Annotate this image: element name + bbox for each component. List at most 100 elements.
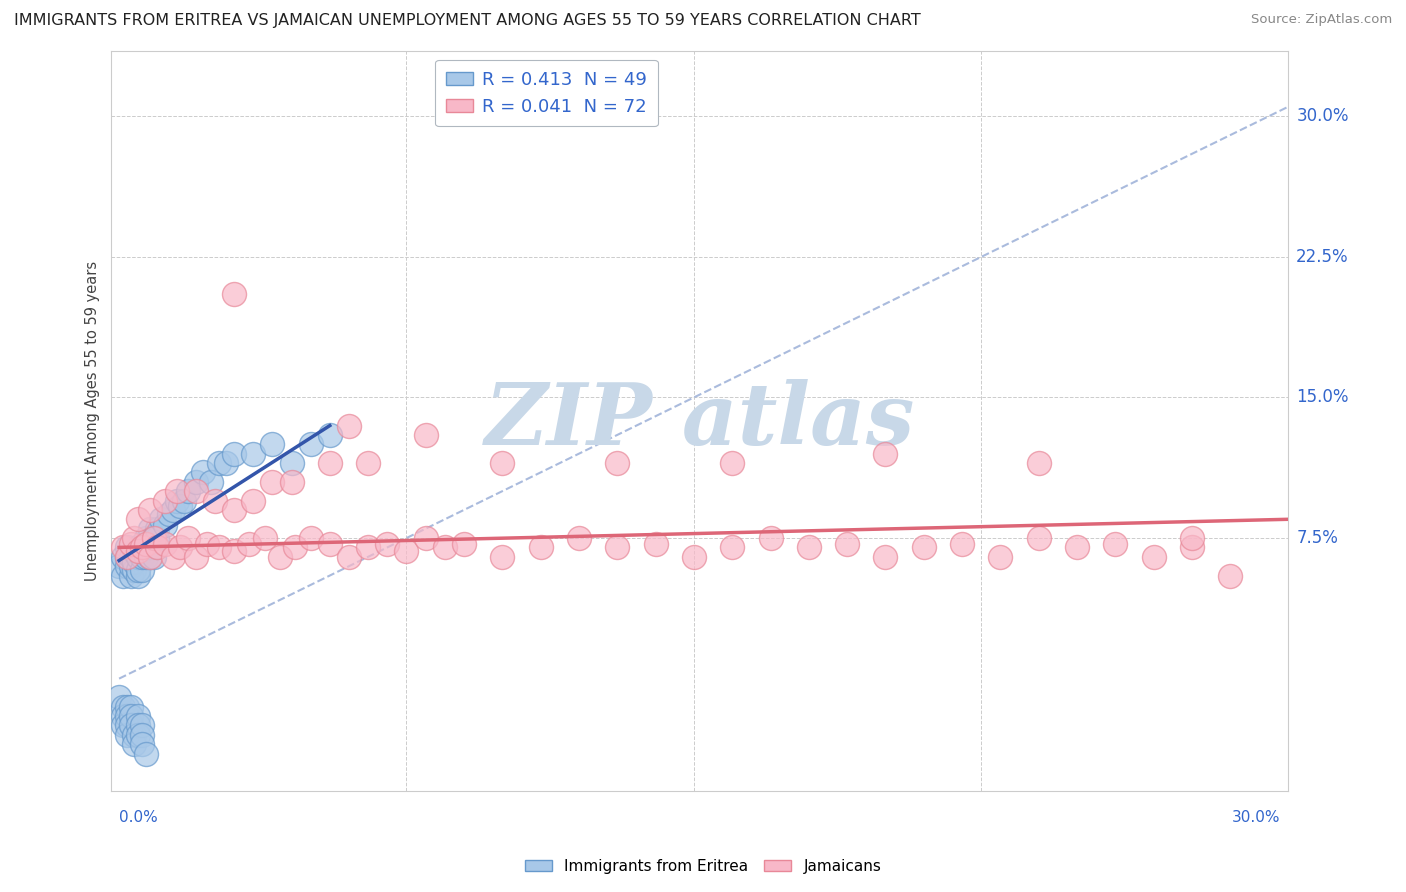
Point bbox=[337, 549, 360, 564]
Point bbox=[912, 541, 935, 555]
Point bbox=[135, 549, 157, 564]
Point bbox=[184, 475, 207, 489]
Point bbox=[1219, 568, 1241, 582]
Point bbox=[606, 541, 628, 555]
Point bbox=[319, 428, 342, 442]
Text: ZIP atlas: ZIP atlas bbox=[485, 379, 915, 463]
Point bbox=[111, 718, 134, 732]
Point bbox=[375, 536, 398, 550]
Point bbox=[169, 541, 191, 555]
Point bbox=[127, 709, 149, 723]
Point bbox=[568, 531, 591, 545]
Point bbox=[606, 456, 628, 470]
Point bbox=[208, 541, 231, 555]
Point bbox=[395, 544, 418, 558]
Point bbox=[135, 536, 157, 550]
Point bbox=[131, 563, 153, 577]
Legend: R = 0.413  N = 49, R = 0.041  N = 72: R = 0.413 N = 49, R = 0.041 N = 72 bbox=[436, 60, 658, 127]
Point bbox=[759, 531, 782, 545]
Point bbox=[146, 531, 169, 545]
Point bbox=[142, 549, 165, 564]
Point bbox=[135, 531, 157, 545]
Point bbox=[184, 549, 207, 564]
Point bbox=[111, 709, 134, 723]
Point bbox=[280, 475, 302, 489]
Point bbox=[111, 549, 134, 564]
Point bbox=[131, 737, 153, 751]
Point bbox=[131, 718, 153, 732]
Point bbox=[162, 549, 184, 564]
Point bbox=[111, 699, 134, 714]
Point bbox=[127, 541, 149, 555]
Point bbox=[115, 549, 138, 564]
Point bbox=[721, 541, 744, 555]
Point bbox=[135, 747, 157, 761]
Point bbox=[166, 484, 188, 499]
Point bbox=[357, 541, 380, 555]
Point bbox=[280, 456, 302, 470]
Point bbox=[204, 493, 226, 508]
Point bbox=[222, 287, 245, 301]
Point bbox=[120, 709, 142, 723]
Point bbox=[269, 549, 291, 564]
Point bbox=[177, 531, 200, 545]
Text: 0.0%: 0.0% bbox=[120, 810, 157, 825]
Point bbox=[108, 690, 131, 705]
Point bbox=[415, 531, 437, 545]
Point bbox=[115, 728, 138, 742]
Point bbox=[127, 549, 149, 564]
Point bbox=[193, 466, 215, 480]
Point bbox=[1143, 549, 1166, 564]
Point bbox=[131, 728, 153, 742]
Point bbox=[120, 699, 142, 714]
Point bbox=[127, 544, 149, 558]
Point bbox=[115, 549, 138, 564]
Point bbox=[208, 456, 231, 470]
Point bbox=[131, 536, 153, 550]
Point bbox=[146, 522, 169, 536]
Point bbox=[1181, 531, 1204, 545]
Point bbox=[242, 493, 264, 508]
Point bbox=[299, 437, 322, 451]
Point bbox=[111, 541, 134, 555]
Point bbox=[127, 512, 149, 526]
Point bbox=[138, 541, 160, 555]
Point bbox=[177, 484, 200, 499]
Point bbox=[146, 541, 169, 555]
Point bbox=[153, 536, 176, 550]
Point bbox=[262, 475, 284, 489]
Point bbox=[120, 568, 142, 582]
Point bbox=[138, 549, 160, 564]
Point bbox=[162, 503, 184, 517]
Point bbox=[222, 447, 245, 461]
Point bbox=[115, 718, 138, 732]
Point bbox=[127, 568, 149, 582]
Point bbox=[142, 531, 165, 545]
Point bbox=[124, 737, 146, 751]
Point bbox=[491, 456, 513, 470]
Point bbox=[253, 531, 276, 545]
Point bbox=[131, 541, 153, 555]
Point bbox=[120, 559, 142, 574]
Point bbox=[284, 541, 307, 555]
Point bbox=[153, 517, 176, 532]
Point bbox=[108, 559, 131, 574]
Point bbox=[115, 709, 138, 723]
Point bbox=[127, 718, 149, 732]
Point bbox=[1066, 541, 1088, 555]
Point bbox=[127, 728, 149, 742]
Text: 22.5%: 22.5% bbox=[1296, 248, 1348, 266]
Point bbox=[1181, 541, 1204, 555]
Point bbox=[166, 493, 188, 508]
Point bbox=[115, 699, 138, 714]
Point bbox=[153, 493, 176, 508]
Point bbox=[184, 484, 207, 499]
Point bbox=[721, 456, 744, 470]
Point bbox=[433, 541, 456, 555]
Point bbox=[124, 544, 146, 558]
Text: 30.0%: 30.0% bbox=[1232, 810, 1281, 825]
Y-axis label: Unemployment Among Ages 55 to 59 years: Unemployment Among Ages 55 to 59 years bbox=[86, 260, 100, 581]
Point bbox=[124, 531, 146, 545]
Point bbox=[262, 437, 284, 451]
Point bbox=[120, 549, 142, 564]
